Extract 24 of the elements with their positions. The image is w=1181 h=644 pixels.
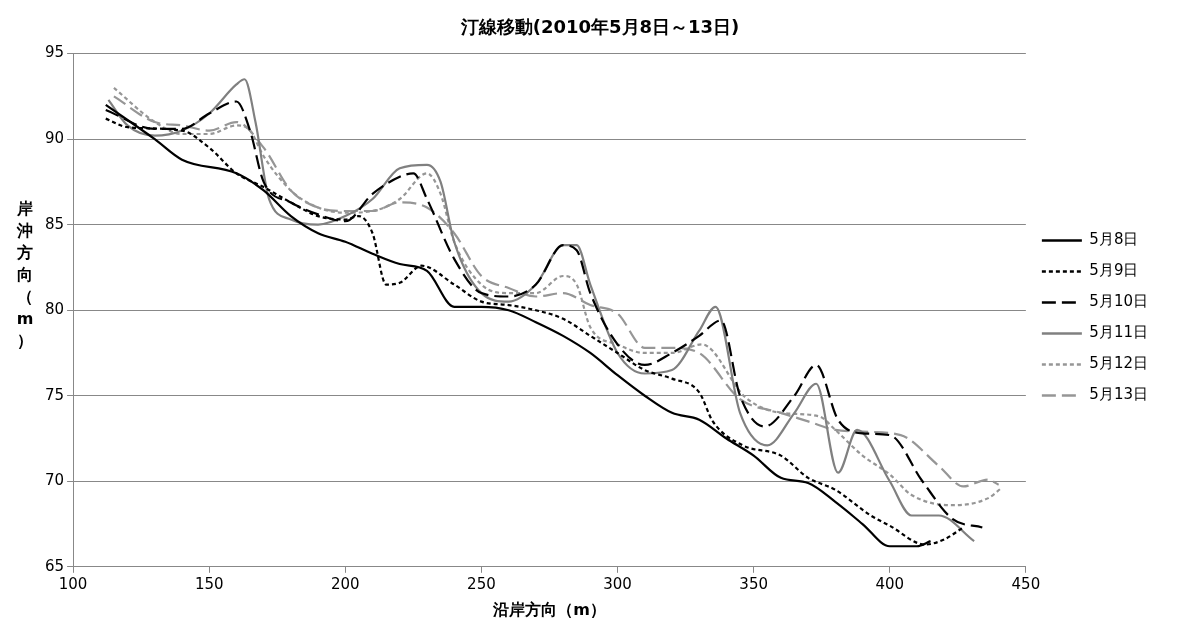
y-tick-label: 95: [44, 43, 65, 62]
x-tick-label: 150: [194, 574, 224, 593]
y-tick-label: 70: [44, 471, 65, 490]
x-tick-label: 200: [330, 574, 360, 593]
legend-label: 5月8日: [1089, 230, 1139, 249]
legend-label: 5月12日: [1089, 354, 1149, 373]
x-tick-label: 300: [603, 574, 632, 593]
y-tick-label: 85: [44, 214, 65, 233]
y-tick-label: 75: [44, 385, 65, 404]
x-tick-label: 100: [58, 574, 88, 593]
y-axis-title: 岸沖方向（m）: [16, 198, 34, 352]
legend-label: 5月13日: [1089, 385, 1149, 404]
y-tick-label: 65: [44, 556, 65, 575]
legend-label: 5月9日: [1089, 261, 1139, 280]
x-tick-label: 350: [739, 574, 768, 593]
y-tick-label: 80: [44, 300, 65, 319]
legend-label: 5月11日: [1089, 323, 1149, 342]
x-axis-title: 沿岸方向（m）: [492, 599, 606, 619]
chart-title: 汀線移動(2010年5月8日～13日): [459, 16, 740, 38]
x-tick-label: 450: [1011, 574, 1041, 593]
y-tick-label: 90: [44, 129, 65, 148]
x-tick-label: 400: [875, 574, 905, 593]
legend-label: 5月10日: [1089, 292, 1149, 311]
x-tick-label: 250: [467, 574, 496, 593]
